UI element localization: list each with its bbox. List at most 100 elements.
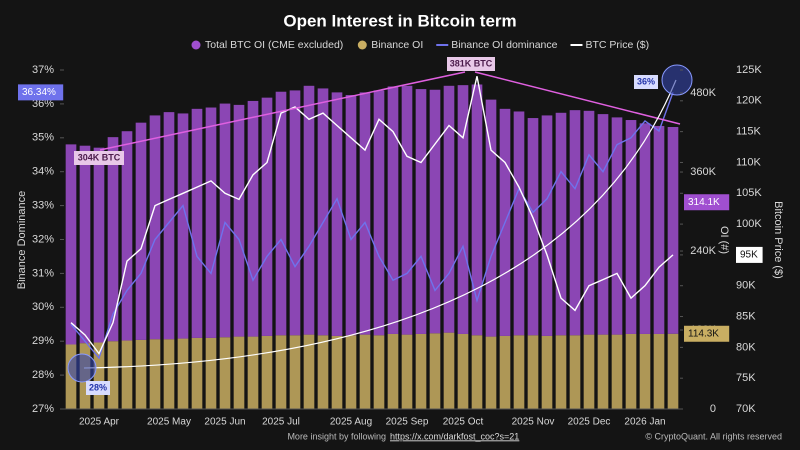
bar — [303, 334, 315, 409]
line-series — [70, 92, 674, 360]
bar — [443, 85, 455, 333]
chart-title: Open Interest in Bitcoin term — [283, 11, 516, 30]
annotation: 36% — [637, 76, 655, 86]
annotation-box — [86, 381, 110, 395]
bar — [121, 340, 133, 409]
bar — [373, 335, 385, 409]
y3-tick-label: 70K — [736, 403, 756, 415]
bar — [261, 335, 273, 409]
bar — [345, 95, 357, 336]
bar — [149, 339, 161, 409]
annotation-box — [447, 57, 495, 71]
value-badge — [684, 325, 730, 342]
bar — [527, 335, 539, 409]
bar — [205, 337, 217, 409]
bar — [667, 333, 679, 409]
bar — [261, 97, 273, 336]
bar — [289, 335, 301, 409]
bar — [471, 84, 483, 336]
y2-tick-label: 480K — [690, 87, 716, 99]
x-tick-label: 2025 Apr — [79, 417, 120, 428]
bar — [387, 333, 399, 409]
bar — [611, 117, 623, 335]
y-tick-label: 27% — [32, 403, 54, 415]
bar — [373, 90, 385, 336]
bar — [275, 91, 287, 336]
y-tick-label: 35% — [32, 132, 54, 144]
bar — [401, 85, 413, 335]
bar — [653, 125, 665, 334]
y3-tick-label: 90K — [736, 280, 756, 292]
bar — [443, 332, 455, 409]
y-tick-label: 37% — [32, 64, 54, 76]
bar — [191, 337, 203, 409]
y-axis-title: Binance Dominance — [16, 191, 28, 289]
value-badge — [684, 194, 730, 211]
bar — [177, 338, 189, 409]
legend: Total BTC OI (CME excluded) Binance OI Bin… — [191, 39, 649, 51]
bar — [429, 333, 441, 409]
bar — [359, 92, 371, 335]
legend-label: Binance OI — [371, 39, 423, 51]
x-tick-label: 2025 May — [147, 417, 191, 428]
bar — [289, 90, 301, 336]
bar — [345, 335, 357, 409]
annotation: 28% — [89, 382, 107, 392]
y3-tick-label: 110K — [736, 156, 762, 168]
bar — [135, 339, 147, 409]
bar — [233, 336, 245, 409]
value-badge — [18, 84, 64, 101]
y-tick-label: 29% — [32, 335, 54, 347]
y-tick-label: 33% — [32, 200, 54, 212]
bar — [639, 333, 651, 409]
bar — [471, 335, 483, 409]
legend-marker — [191, 40, 201, 50]
bar — [625, 120, 637, 334]
bar — [555, 335, 567, 409]
y3-tick-label: 80K — [736, 341, 756, 353]
bar — [149, 115, 161, 340]
bar — [387, 86, 399, 334]
bar — [541, 115, 553, 336]
y3-axis-title: Bitcoin Price ($) — [772, 201, 784, 279]
trend-arrow — [99, 71, 466, 151]
footer-link[interactable]: https://x.com/darkfost_coc?s=21 — [390, 431, 519, 441]
x-tick-label: 2025 Jun — [204, 417, 245, 428]
y-tick-label: 36% — [32, 98, 54, 110]
bar — [219, 337, 231, 409]
bar — [499, 335, 511, 409]
bar — [163, 112, 175, 340]
bar — [597, 114, 609, 335]
bar — [569, 335, 581, 409]
y3-tick-label: 120K — [736, 95, 762, 107]
bar — [429, 89, 441, 334]
bar — [233, 104, 245, 337]
y-tick-label: 32% — [32, 233, 54, 245]
bar — [191, 108, 203, 338]
legend-label: BTC Price ($) — [585, 39, 649, 51]
bar — [583, 110, 595, 335]
bar — [457, 333, 469, 409]
bar — [415, 89, 427, 334]
bar — [359, 334, 371, 409]
bar — [317, 335, 329, 409]
legend-label: Total BTC OI (CME excluded) — [205, 39, 343, 51]
bar — [79, 145, 91, 344]
bar — [65, 144, 77, 345]
annotation-box — [634, 75, 658, 89]
bar — [527, 118, 539, 336]
bar — [625, 333, 637, 409]
bar — [275, 335, 287, 409]
bar — [219, 103, 231, 338]
bar — [611, 334, 623, 409]
bar — [485, 99, 497, 337]
trend-curve — [83, 79, 677, 369]
y3-tick-label: 75K — [736, 372, 756, 384]
bar — [317, 88, 329, 336]
footer-text: More insight by following — [287, 431, 386, 441]
bar — [597, 334, 609, 409]
highlight-circle — [661, 64, 693, 96]
line-series — [70, 76, 674, 355]
legend-label: Binance OI dominance — [451, 39, 557, 51]
